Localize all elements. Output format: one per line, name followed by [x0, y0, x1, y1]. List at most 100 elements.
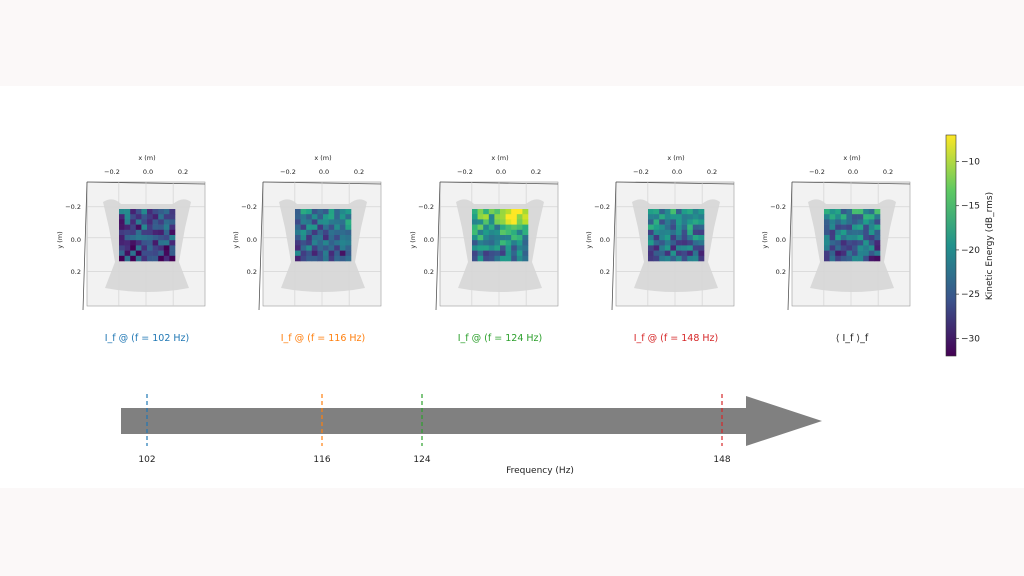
heatmap-cell	[511, 250, 518, 257]
heatmap-cell	[483, 240, 490, 246]
heatmap-cell	[130, 255, 137, 262]
heatmap-cell	[295, 209, 301, 215]
heatmap-cell	[163, 235, 170, 241]
heatmap-cell	[852, 224, 858, 231]
heatmap-cell	[824, 229, 830, 236]
heatmap-cell	[488, 245, 495, 251]
heatmap-cell	[334, 240, 341, 246]
heatmap-cell	[692, 209, 699, 215]
heatmap-cell	[311, 229, 318, 236]
heatmap-cell	[505, 224, 512, 231]
heatmap-cell	[300, 235, 307, 241]
heatmap-cell	[158, 224, 165, 231]
heatmap-cell	[494, 235, 501, 241]
heatmap-cell	[852, 229, 858, 236]
heatmap-cell	[323, 229, 329, 236]
heatmap-cell	[511, 224, 518, 231]
heatmap-cell	[323, 240, 329, 246]
heatmap-cell	[494, 229, 501, 236]
heatmap-cell	[511, 240, 518, 246]
heatmap-cell	[522, 229, 529, 236]
heatmap-cell	[653, 224, 660, 231]
heatmap-cell	[477, 229, 484, 236]
heatmap-panel: x (m) −0.2 0.0 0.2 y (m) −0.2 0.0 0.2 I_f @ (f =…	[585, 154, 735, 344]
heatmap-cell	[306, 209, 313, 215]
heatmap-cell	[311, 219, 318, 225]
heatmap-cell	[334, 250, 341, 257]
heatmap-cell	[345, 229, 352, 236]
heatmap-cell	[835, 209, 842, 215]
heatmap-cell	[824, 209, 830, 215]
heatmap-cell	[648, 250, 654, 257]
heatmap-cell	[135, 214, 142, 220]
heatmap-cell	[488, 209, 495, 215]
heatmap-cell	[300, 214, 307, 220]
heatmap-cell	[488, 214, 495, 220]
heatmap-cell	[472, 235, 478, 241]
heatmap-cell	[339, 240, 346, 246]
heatmap-cell	[477, 224, 484, 231]
heatmap-cell	[306, 235, 313, 241]
x-tick-label: 0.0	[496, 168, 506, 176]
x-axis-label: x (m)	[491, 154, 508, 162]
heatmap-cell	[152, 245, 159, 251]
heatmap-cell	[300, 245, 307, 251]
heatmap-cell	[857, 219, 864, 225]
panel-caption: ⟨ I_f ⟩_f	[836, 333, 869, 344]
heatmap-cell	[494, 250, 501, 257]
heatmap-cell	[516, 229, 523, 236]
heatmap-cell	[147, 240, 153, 246]
frequency-axis: 102 116 124 148 Frequency (Hz)	[121, 394, 822, 476]
heatmap-cell	[317, 214, 324, 220]
heatmap	[648, 209, 705, 262]
heatmap-cell	[345, 214, 352, 220]
heatmap-cell	[323, 255, 329, 262]
heatmap-cell	[141, 255, 148, 262]
heatmap-cell	[311, 245, 318, 251]
heatmap-cell	[477, 255, 484, 262]
heatmap-cell	[317, 209, 324, 215]
heatmap-cell	[522, 235, 529, 241]
heatmap-cell	[846, 209, 853, 215]
heatmap-cell	[829, 209, 836, 215]
heatmap-cell	[505, 245, 512, 251]
heatmap-cell	[522, 240, 529, 246]
heatmap-cell	[857, 240, 864, 246]
heatmap-cell	[516, 214, 523, 220]
y-tick-label: −0.2	[594, 203, 610, 211]
heatmap-cell	[300, 219, 307, 225]
heatmap-cell	[829, 219, 836, 225]
heatmap-cell	[317, 235, 324, 241]
heatmap-cell	[483, 250, 490, 257]
heatmap-cell	[522, 255, 529, 262]
heatmap-cell	[840, 240, 847, 246]
heatmap-cell	[500, 245, 506, 251]
heatmap-cell	[300, 255, 307, 262]
heatmap-cell	[846, 245, 853, 251]
heatmap-cell	[698, 245, 705, 251]
heatmap-cell	[868, 209, 875, 215]
heatmap-cell	[135, 209, 142, 215]
colorbar-tick-label: −25	[961, 290, 980, 300]
y-axis-label: y (m)	[232, 231, 240, 248]
x-tick-label: 0.2	[354, 168, 364, 176]
heatmap-cell	[659, 235, 666, 241]
heatmap-cell	[505, 229, 512, 236]
heatmap-cell	[119, 240, 125, 246]
heatmap-cell	[687, 229, 694, 236]
heatmap-cell	[681, 235, 688, 241]
x-tick-label: −0.2	[457, 168, 473, 176]
heatmap-cell	[334, 235, 341, 241]
colorbar-tick-label: −30	[961, 334, 980, 344]
heatmap-cell	[874, 245, 881, 251]
heatmap-cell	[300, 229, 307, 236]
heatmap-cell	[311, 209, 318, 215]
heatmap-cell	[653, 214, 660, 220]
heatmap-cell	[835, 250, 842, 257]
heatmap-cell	[124, 250, 131, 257]
heatmap-cell	[141, 245, 148, 251]
heatmap-cell	[698, 240, 705, 246]
heatmap-cell	[681, 219, 688, 225]
x-tick-label: −0.2	[104, 168, 120, 176]
heatmap-cell	[169, 255, 176, 262]
